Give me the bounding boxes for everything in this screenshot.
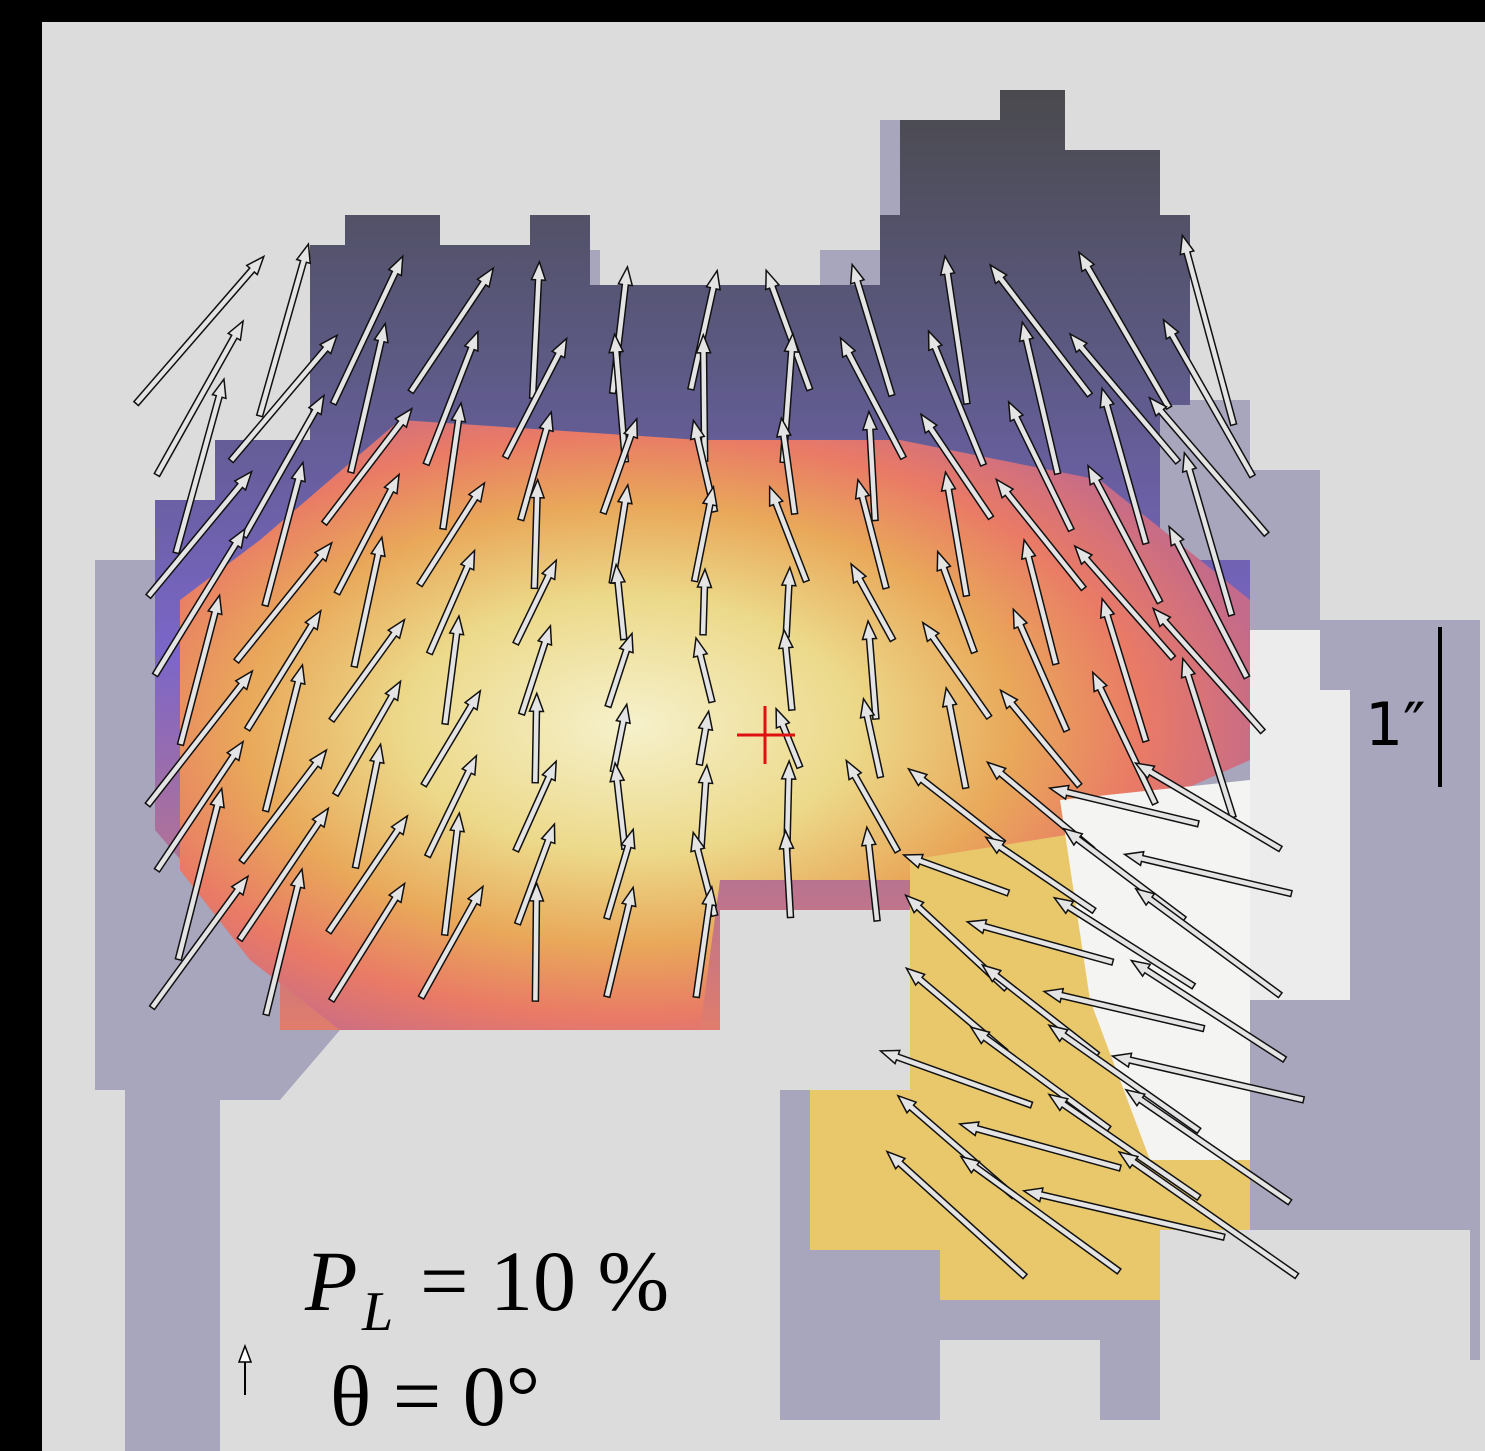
polarization-map: 1″ P L = 10 % θ = 0° [0,0,1485,1451]
angle-label: θ = 0° [330,1348,540,1444]
scale-bar-label: 1″ [1365,690,1426,760]
page: 1″ P L = 10 % θ = 0° (() => { const data… [0,0,1485,1451]
pl-symbol: P [304,1233,358,1329]
pl-value: = 10 % [420,1233,669,1329]
pl-subscript: L [361,1281,393,1343]
